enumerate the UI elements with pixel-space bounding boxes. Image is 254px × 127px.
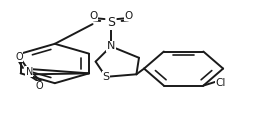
Text: N: N xyxy=(26,67,33,77)
Text: N: N xyxy=(106,41,115,51)
Text: O: O xyxy=(36,81,43,91)
Text: O: O xyxy=(15,52,23,61)
Text: O: O xyxy=(124,11,132,21)
Text: S: S xyxy=(106,16,115,29)
Text: O: O xyxy=(89,11,97,21)
Text: Cl: Cl xyxy=(215,78,225,88)
Text: S: S xyxy=(102,72,109,82)
